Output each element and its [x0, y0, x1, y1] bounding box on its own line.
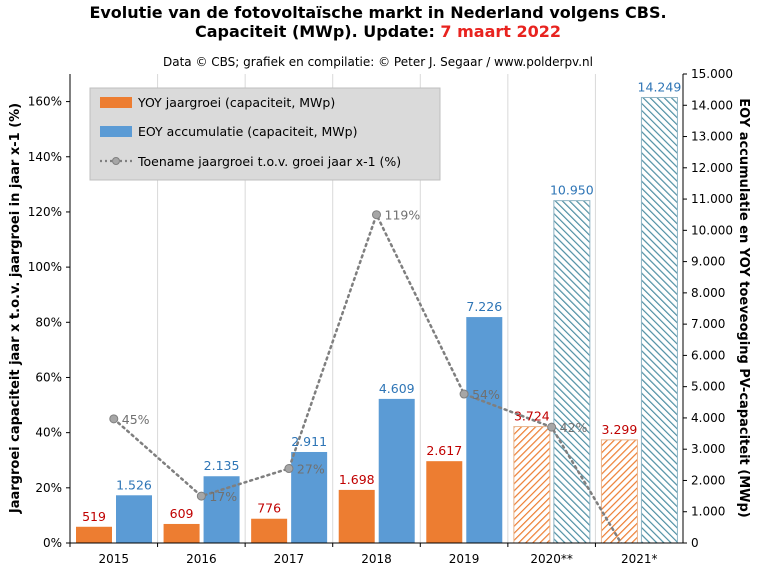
growth-point — [372, 210, 381, 220]
right-axis-tick-label: 6.000 — [691, 348, 725, 362]
right-axis-tick-label: 11.000 — [691, 192, 733, 206]
yoy-bar-label: 776 — [257, 501, 281, 516]
right-axis-tick-label: 0 — [691, 536, 699, 550]
growth-point-label: 42% — [560, 420, 588, 435]
legend-label-eoy: EOY accumulatie (capaciteit, MWp) — [138, 124, 357, 139]
left-axis-tick-label: 0% — [43, 536, 62, 550]
growth-point — [109, 414, 119, 424]
right-axis-tick-label: 5.000 — [691, 380, 725, 394]
right-axis-tick-label: 3.000 — [691, 442, 725, 456]
growth-point — [284, 464, 294, 474]
eoy-bar — [466, 317, 503, 543]
growth-point-label: 45% — [122, 412, 150, 427]
eoy-bar — [116, 495, 152, 543]
chart-update-date: 7 maart 2022 — [440, 22, 561, 41]
x-axis-tick-label: 2018 — [361, 552, 392, 566]
legend-swatch-yoy — [100, 97, 132, 108]
eoy-bar-label: 10.950 — [550, 183, 594, 198]
right-axis-tick-label: 14.000 — [691, 98, 733, 112]
left-axis-title: Jaargroei capaciteit jaar x t.o.v. jaarg… — [8, 103, 23, 514]
growth-point-label: 119% — [385, 208, 421, 223]
growth-line — [109, 210, 623, 543]
x-axis-tick-label: 2021* — [621, 552, 658, 566]
left-axis-tick-label: 80% — [35, 315, 62, 329]
growth-point — [196, 491, 206, 501]
growth-point-label: 27% — [297, 462, 325, 477]
left-axis-tick-label: 20% — [35, 481, 62, 495]
x-axis-tick-label: 2019 — [449, 552, 480, 566]
x-axis-tick-label: 2015 — [99, 552, 130, 566]
left-axis-tick-label: 160% — [28, 95, 62, 109]
chart-title-line2-text: Capaciteit (MWp). Update: — [195, 22, 440, 41]
growth-point — [547, 422, 557, 432]
eoy-bar — [378, 398, 415, 543]
chart-title-line2: Capaciteit (MWp). Update: 7 maart 2022 — [195, 22, 561, 41]
right-axis-tick-label: 15.000 — [691, 67, 733, 81]
x-axis-tick-label: 2020** — [530, 552, 573, 566]
eoy-bar — [203, 476, 240, 543]
eoy-bar-label: 7.226 — [466, 299, 502, 314]
legend-label-yoy: YOY jaargroei (capaciteit, MWp) — [137, 95, 335, 110]
eoy-bar — [640, 96, 678, 544]
x-axis-tick-label: 2016 — [186, 552, 217, 566]
yoy-bar — [76, 526, 112, 543]
growth-point-label: 17% — [209, 489, 237, 504]
right-axis-tick-label: 10.000 — [691, 223, 733, 237]
yoy-bar-label: 1.698 — [339, 472, 375, 487]
yoy-bar — [251, 518, 288, 543]
right-axis-title: EOY accumulatie en YOY toeveoging PV-cap… — [736, 98, 751, 517]
yoy-bar — [600, 439, 638, 544]
chart-source: Data © CBS; grafiek en compilatie: © Pet… — [163, 55, 593, 69]
yoy-bar-label: 2.617 — [426, 443, 462, 458]
eoy-bar-label: 4.609 — [379, 381, 415, 396]
yoy-bar-label: 3.724 — [514, 409, 550, 424]
yoy-bar-label: 3.299 — [602, 422, 638, 437]
left-axis-tick-label: 40% — [35, 426, 62, 440]
eoy-bar-label: 1.526 — [116, 477, 152, 492]
legend-box — [89, 87, 441, 181]
eoy-bar — [553, 200, 591, 544]
legend: YOY jaargroei (capaciteit, MWp) EOY accu… — [89, 87, 441, 181]
yoy-bar — [513, 426, 551, 544]
growth-point — [459, 389, 469, 399]
yoy-bar — [163, 523, 200, 543]
legend-swatch-growth-marker — [112, 157, 120, 165]
chart-title-line1: Evolutie van de fotovoltaïsche markt in … — [89, 3, 666, 22]
x-axis-tick-label: 2017 — [274, 552, 305, 566]
right-axis-tick-label: 9.000 — [691, 255, 725, 269]
eoy-bar-label: 2.911 — [291, 434, 327, 449]
eoy-bar — [291, 451, 328, 543]
left-axis-tick-label: 140% — [28, 150, 62, 164]
plot-bars — [76, 96, 678, 544]
legend-swatch-eoy — [100, 126, 132, 137]
eoy-bar-label: 2.135 — [204, 458, 240, 473]
right-axis-tick-label: 7.000 — [691, 317, 725, 331]
left-axis-tick-label: 100% — [28, 260, 62, 274]
left-axis-tick-label: 120% — [28, 205, 62, 219]
eoy-bar-label: 14.249 — [638, 79, 682, 94]
legend-label-growth: Toename jaargroei t.o.v. groei jaar x-1 … — [137, 154, 401, 169]
growth-point-label: 54% — [472, 387, 500, 402]
yoy-bar-label: 609 — [170, 506, 194, 521]
plot-labels: 519 1.526 609 2.135 776 2.911 1.698 4.609 2.617 7… — [82, 79, 681, 523]
yoy-bar — [338, 489, 375, 543]
right-axis-tick-label: 12.000 — [691, 161, 733, 175]
right-axis-tick-label: 1.000 — [691, 505, 725, 519]
right-axis-tick-label: 8.000 — [691, 286, 725, 300]
right-axis-tick-label: 2.000 — [691, 473, 725, 487]
yoy-bar — [426, 461, 463, 543]
right-axis-tick-label: 13.000 — [691, 130, 733, 144]
left-axis-tick-label: 60% — [35, 370, 62, 384]
plot-axes: 0% 20% 40% 60% 80% 100% 120% 140% 160% 0 1.000 2.00… — [28, 67, 733, 566]
yoy-bar-label: 519 — [82, 509, 106, 524]
right-axis-tick-label: 4.000 — [691, 411, 725, 425]
